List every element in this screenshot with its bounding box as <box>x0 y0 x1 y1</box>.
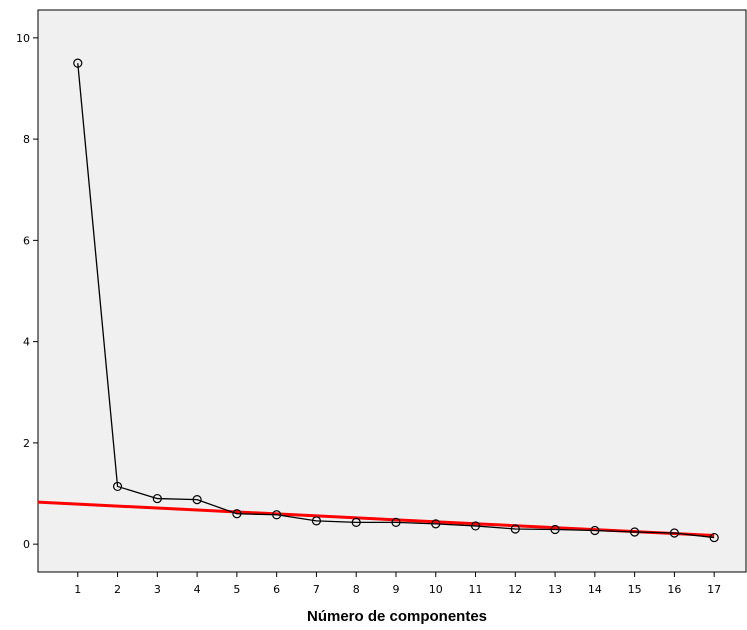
data-point <box>272 510 282 520</box>
reference-line <box>37 500 715 538</box>
x-tick-label: 17 <box>707 583 721 596</box>
y-tick-label: 8 <box>23 133 30 146</box>
data-point <box>550 524 560 535</box>
x-tick-label: 4 <box>194 583 201 596</box>
data-point <box>192 494 202 505</box>
y-tick-label: 0 <box>23 538 30 551</box>
x-tick-label: 3 <box>154 583 161 596</box>
y-tick-label: 10 <box>16 32 30 45</box>
data-point <box>391 517 401 527</box>
series-layer <box>73 58 719 543</box>
series-line <box>77 63 715 539</box>
data-point <box>630 527 640 537</box>
x-tick-label: 7 <box>313 583 320 596</box>
data-point <box>311 516 322 526</box>
x-tick-label: 13 <box>548 583 562 596</box>
y-axis: 0 2 4 6 8 10 <box>16 32 38 551</box>
y-tick-label: 2 <box>23 437 30 450</box>
x-tick-label: 11 <box>469 583 483 596</box>
plot-area <box>37 9 747 573</box>
data-point <box>431 519 441 529</box>
x-tick-label: 5 <box>233 583 240 596</box>
x-tick-label: 6 <box>273 583 280 596</box>
data-point <box>709 532 719 543</box>
reference-line-layer <box>37 500 715 538</box>
x-axis-title: Número de componentes <box>307 608 487 625</box>
data-point <box>669 528 680 538</box>
x-tick-label: 1 <box>74 583 81 596</box>
x-tick-label: 15 <box>628 583 642 596</box>
y-tick-label: 4 <box>23 336 30 349</box>
data-point <box>351 517 361 527</box>
x-tick-label: 12 <box>508 583 522 596</box>
data-point <box>152 493 162 504</box>
y-tick-label: 6 <box>23 234 30 247</box>
data-point <box>510 524 520 534</box>
x-axis: 1 2 3 4 5 6 7 8 9 10 11 12 13 14 15 16 17 <box>74 572 721 596</box>
data-point <box>590 525 600 536</box>
x-tick-label: 10 <box>429 583 443 596</box>
x-tick-label: 2 <box>114 583 121 596</box>
data-point <box>470 521 481 531</box>
x-tick-label: 16 <box>667 583 681 596</box>
x-tick-label: 8 <box>353 583 360 596</box>
data-point <box>232 509 242 519</box>
data-point <box>112 481 123 492</box>
data-point <box>73 58 83 68</box>
x-tick-label: 14 <box>588 583 602 596</box>
x-tick-label: 9 <box>392 583 399 596</box>
